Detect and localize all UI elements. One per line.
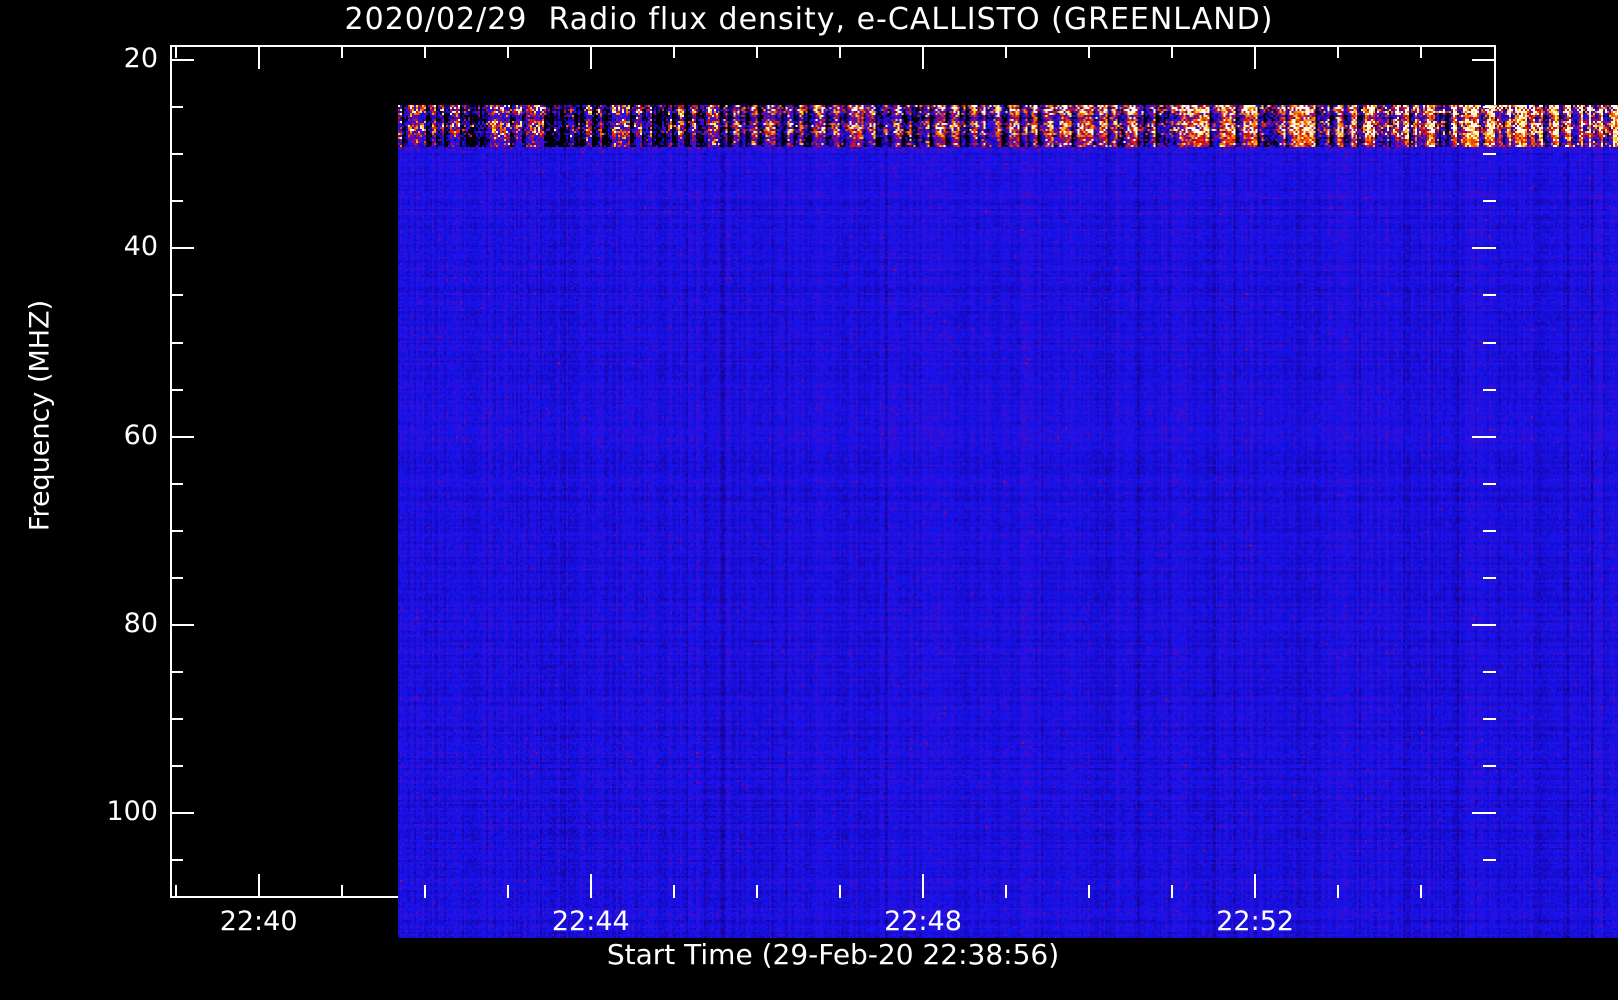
- x-tick-top-52: [1254, 45, 1257, 69]
- y-tick-right-30: [1483, 153, 1496, 156]
- x-tick-top-45: [672, 45, 675, 58]
- x-tick-40: [257, 874, 260, 898]
- x-tick-top-54: [1420, 45, 1423, 58]
- x-tick-44: [589, 874, 592, 898]
- x-tick-46: [755, 885, 758, 898]
- y-tick-100: [170, 812, 194, 815]
- y-tick-label-80: 80: [123, 607, 158, 639]
- y-tick-105: [170, 859, 183, 862]
- x-tick-top-48: [921, 45, 924, 69]
- x-tick-top-47: [838, 45, 841, 58]
- y-tick-right-80: [1472, 623, 1496, 626]
- y-tick-right-45: [1483, 294, 1496, 297]
- x-tick-label-44: 22:44: [551, 906, 630, 937]
- y-tick-85: [170, 671, 183, 674]
- x-tick-top-51: [1171, 45, 1174, 58]
- x-tick-51: [1171, 885, 1174, 898]
- x-tick-top-41: [340, 45, 343, 58]
- y-tick-60: [170, 435, 194, 438]
- spectrogram-image: [398, 105, 1618, 938]
- y-tick-right-70: [1483, 529, 1496, 532]
- y-tick-75: [170, 576, 183, 579]
- x-tick-42: [423, 885, 426, 898]
- y-tick-label-20: 20: [123, 43, 158, 75]
- plot-axes-frame: [170, 45, 1618, 938]
- x-tick-45: [672, 885, 675, 898]
- y-tick-65: [170, 482, 183, 485]
- y-tick-label-100: 100: [106, 796, 158, 828]
- y-tick-20: [170, 59, 194, 62]
- y-tick-40: [170, 247, 194, 250]
- y-tick-right-20: [1472, 59, 1496, 62]
- y-tick-right-65: [1483, 482, 1496, 485]
- x-tick-52: [1254, 874, 1257, 898]
- x-tick-top-39: [174, 45, 177, 58]
- y-tick-right-105: [1483, 859, 1496, 862]
- y-tick-right-75: [1483, 576, 1496, 579]
- x-tick-54: [1420, 885, 1423, 898]
- y-tick-55: [170, 388, 183, 391]
- y-tick-right-40: [1472, 247, 1496, 250]
- x-tick-top-53: [1337, 45, 1340, 58]
- x-tick-top-46: [755, 45, 758, 58]
- x-tick-label-40: 22:40: [219, 906, 298, 937]
- x-tick-top-40: [257, 45, 260, 69]
- y-tick-right-60: [1472, 435, 1496, 438]
- x-tick-41: [340, 885, 343, 898]
- x-tick-top-44: [589, 45, 592, 69]
- y-tick-95: [170, 765, 183, 768]
- y-tick-30: [170, 153, 183, 156]
- y-tick-45: [170, 294, 183, 297]
- x-tick-top-49: [1005, 45, 1008, 58]
- x-tick-39: [174, 885, 177, 898]
- x-tick-53: [1337, 885, 1340, 898]
- x-tick-top-50: [1088, 45, 1091, 58]
- y-tick-50: [170, 341, 183, 344]
- x-tick-47: [838, 885, 841, 898]
- y-tick-right-35: [1483, 200, 1496, 203]
- page-title: 2020/02/29 Radio flux density, e-CALLIST…: [344, 2, 1274, 37]
- x-tick-label-52: 22:52: [1216, 906, 1295, 937]
- x-tick-top-42: [423, 45, 426, 58]
- y-tick-right-90: [1483, 718, 1496, 721]
- x-tick-50: [1088, 885, 1091, 898]
- y-tick-25: [170, 106, 183, 109]
- x-tick-48: [921, 874, 924, 898]
- y-tick-35: [170, 200, 183, 203]
- x-tick-label-48: 22:48: [884, 906, 962, 937]
- x-axis-title: Start Time (29-Feb-20 22:38:56): [606, 938, 1060, 971]
- x-tick-top-43: [506, 45, 509, 58]
- x-tick-49: [1005, 885, 1008, 898]
- y-tick-right-50: [1483, 341, 1496, 344]
- y-tick-right-85: [1483, 671, 1496, 674]
- y-tick-right-100: [1472, 812, 1496, 815]
- y-tick-70: [170, 529, 183, 532]
- y-tick-90: [170, 718, 183, 721]
- y-axis-title: Frequency (MHZ): [24, 299, 56, 532]
- y-tick-right-95: [1483, 765, 1496, 768]
- y-tick-label-40: 40: [123, 231, 158, 263]
- y-tick-80: [170, 623, 194, 626]
- y-tick-right-25: [1483, 106, 1496, 109]
- y-tick-right-55: [1483, 388, 1496, 391]
- x-tick-43: [506, 885, 509, 898]
- y-tick-label-60: 60: [123, 419, 158, 451]
